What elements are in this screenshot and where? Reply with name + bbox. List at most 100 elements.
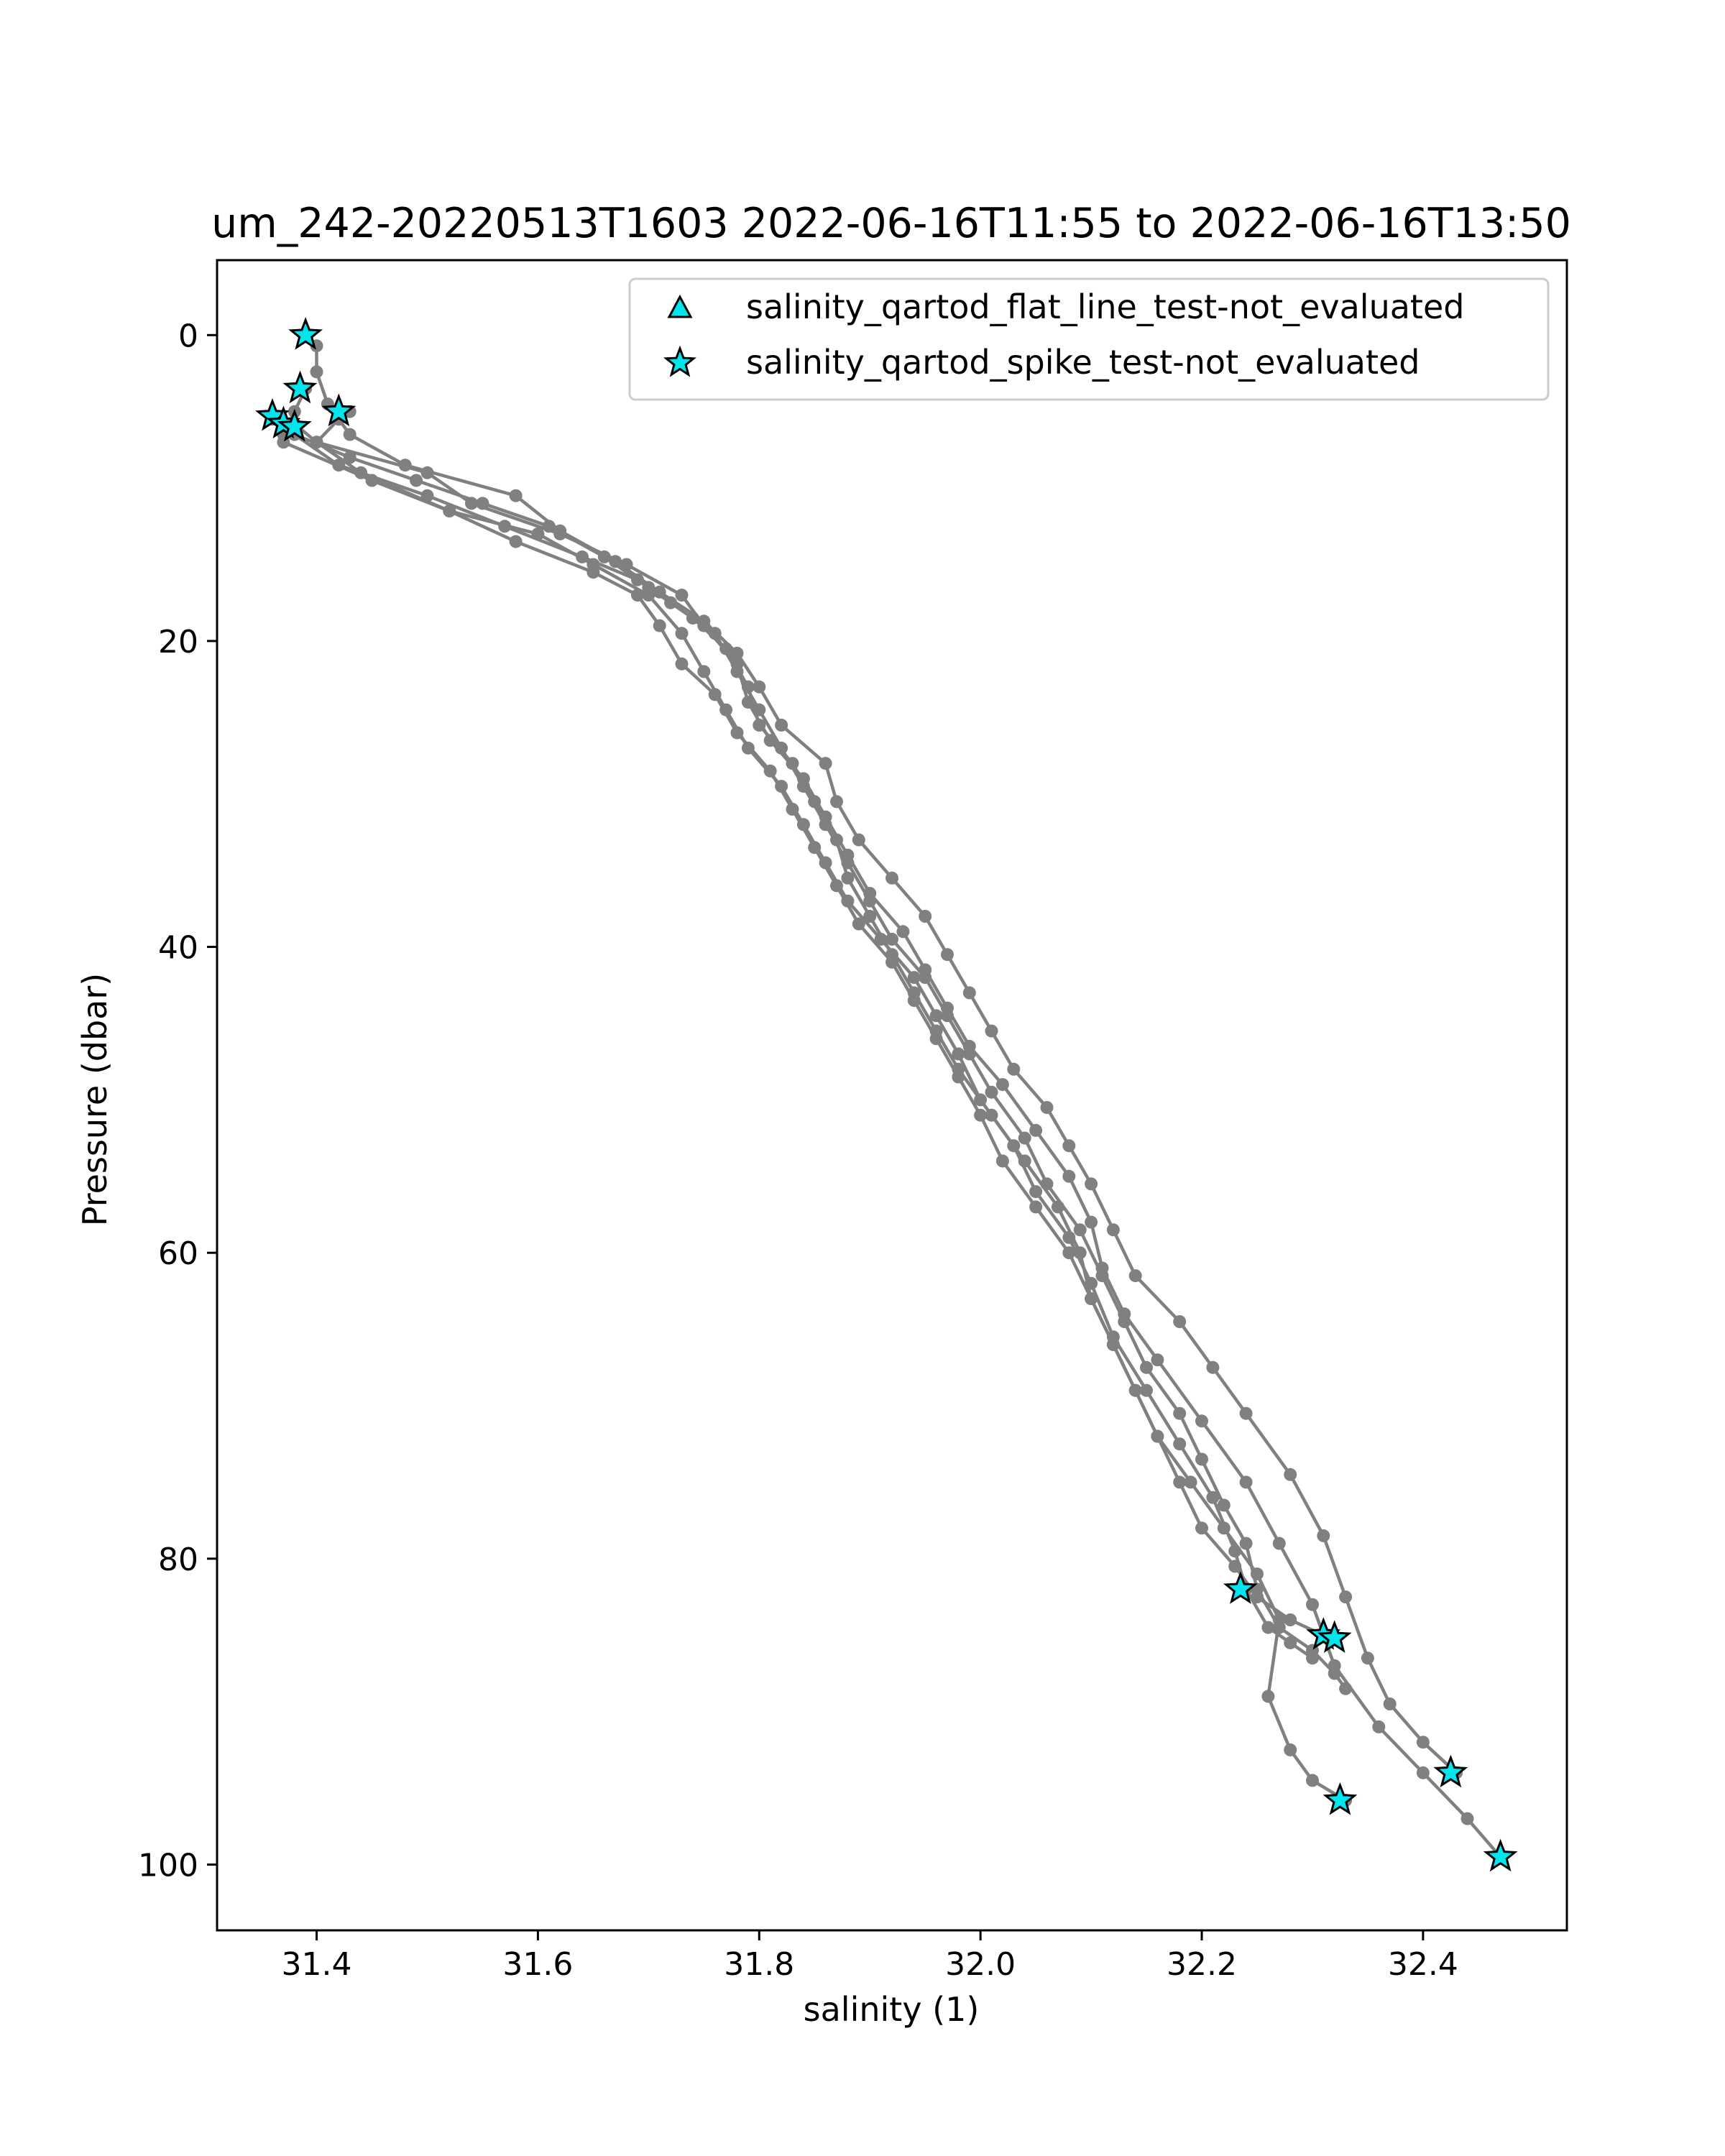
profile-point — [476, 497, 489, 510]
profile-point — [919, 910, 932, 923]
profile-point — [1206, 1491, 1220, 1504]
profile-point — [1195, 1414, 1208, 1428]
chart-title: um_242-20220513T1603 2022-06-16T11:55 to… — [211, 200, 1571, 247]
profile-point — [962, 1047, 976, 1061]
profile-point — [1195, 1521, 1208, 1535]
profile-point — [1128, 1383, 1142, 1397]
profile-point — [1372, 1720, 1386, 1733]
profile-point — [753, 680, 766, 694]
flag-markers — [255, 317, 1518, 1872]
profile-point — [907, 994, 921, 1008]
profile-point — [1095, 1269, 1109, 1283]
profile-point — [796, 780, 810, 793]
profile-point — [863, 910, 877, 923]
profile-point — [886, 932, 898, 946]
profile-point — [310, 436, 323, 449]
legend-frame — [628, 277, 1550, 401]
profile-point — [730, 665, 744, 678]
profile-point — [410, 474, 423, 487]
x-axis-label: salinity (1) — [804, 1990, 980, 2029]
profile-point — [841, 856, 855, 870]
profile-point — [586, 566, 600, 579]
y-axis: 0 20 40 60 80 100 — [138, 318, 217, 1884]
profile-point — [863, 894, 877, 908]
profile-point — [753, 703, 766, 717]
profile-point — [852, 917, 865, 931]
profile-point — [896, 925, 910, 939]
profile-point — [1272, 1613, 1286, 1626]
x-tick-label: 31.4 — [282, 1946, 352, 1983]
profile-point — [343, 428, 356, 441]
profile-point — [1251, 1567, 1264, 1581]
legend: salinity_qartod_flat_line_test-not_evalu… — [628, 277, 1550, 401]
profile-point — [995, 1154, 1009, 1168]
profile-point — [962, 986, 976, 1000]
profile-point — [653, 585, 666, 599]
profile-point — [1217, 1521, 1230, 1535]
profile-point — [730, 726, 744, 740]
profile-point — [420, 466, 434, 479]
profile-point — [1029, 1123, 1043, 1137]
spike-flag-star — [1317, 1620, 1352, 1653]
profile-point — [929, 1032, 943, 1046]
spike-flag-star — [277, 408, 312, 442]
spike-flag-star — [1483, 1838, 1518, 1872]
profile-point — [952, 1047, 965, 1061]
profile-point — [1140, 1360, 1153, 1374]
profile-point — [1140, 1383, 1153, 1397]
profile-point — [1261, 1621, 1275, 1634]
profile-point — [1040, 1177, 1054, 1191]
profile-point — [941, 1009, 954, 1023]
profile-point — [1062, 1169, 1076, 1183]
profile-point — [620, 558, 633, 571]
profile-point — [1029, 1185, 1043, 1199]
profile-point — [653, 619, 666, 632]
profile-point — [354, 466, 368, 479]
profile-point — [995, 1078, 1009, 1092]
profile-point — [343, 451, 356, 464]
profile-point — [1173, 1437, 1187, 1451]
profile-point — [1151, 1353, 1164, 1367]
x-tick-label: 32.2 — [1167, 1946, 1237, 1983]
profile-point — [985, 1024, 998, 1038]
profile-point — [941, 948, 954, 962]
profile-point — [830, 879, 843, 893]
profile-line — [304, 333, 1458, 1774]
profile-line — [293, 422, 1347, 1802]
profile-point — [1284, 1743, 1297, 1756]
y-tick-label: 100 — [138, 1847, 198, 1884]
legend-star-marker-icon — [663, 345, 697, 377]
profile-point — [830, 795, 843, 808]
profile-point — [974, 1108, 988, 1122]
profile-point — [1195, 1452, 1208, 1466]
profile-point — [1328, 1667, 1341, 1680]
profile-point — [819, 818, 832, 831]
legend-label-flat-line: salinity_qartod_flat_line_test-not_evalu… — [746, 287, 1464, 326]
profile-point — [697, 665, 711, 678]
profile-point — [1361, 1651, 1374, 1665]
profile-point — [509, 535, 523, 548]
profile-point — [1018, 1131, 1031, 1145]
spike-flag-star — [1433, 1754, 1468, 1788]
profile-point — [1206, 1360, 1220, 1374]
spike-flag-star — [1322, 1782, 1358, 1815]
y-axis-label: Pressure (dbar) — [75, 973, 114, 1226]
profile-point — [310, 365, 323, 379]
profile-point — [509, 489, 523, 502]
profile-point — [1173, 1406, 1187, 1420]
profile-point — [753, 719, 766, 732]
profile-point — [1073, 1246, 1087, 1260]
profile-point — [1073, 1223, 1087, 1237]
profile-point — [1339, 1590, 1353, 1604]
profile-point — [1007, 1062, 1021, 1076]
x-tick-label: 31.8 — [724, 1946, 794, 1983]
profile-point — [763, 764, 777, 778]
profile-point — [886, 871, 898, 885]
profile-point — [929, 1009, 943, 1023]
profile-point — [664, 596, 678, 609]
spike-flag-star — [288, 317, 323, 350]
profile-point — [675, 627, 689, 640]
profile-point — [985, 1085, 998, 1099]
profile-point — [675, 589, 689, 602]
